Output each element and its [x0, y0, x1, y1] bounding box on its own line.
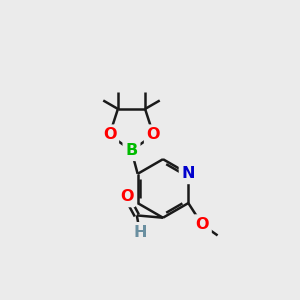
Text: O: O [147, 127, 160, 142]
Text: O: O [195, 217, 209, 232]
Text: N: N [182, 166, 195, 181]
Text: B: B [125, 143, 138, 158]
Text: O: O [120, 189, 134, 204]
Text: O: O [103, 127, 116, 142]
Text: H: H [133, 225, 147, 240]
